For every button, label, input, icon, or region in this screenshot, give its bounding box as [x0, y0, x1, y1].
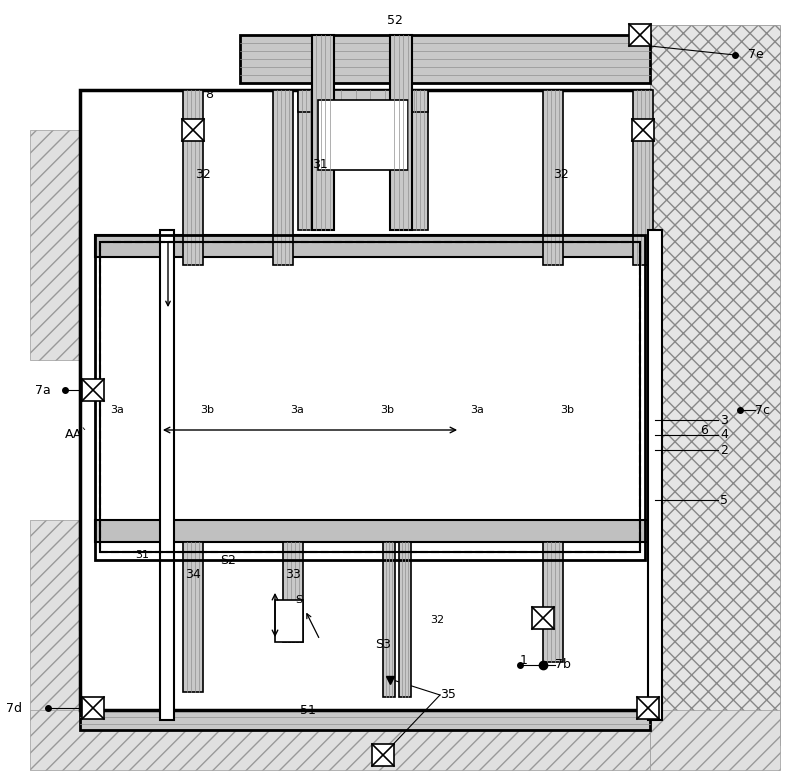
Bar — [312, 35, 334, 230]
Text: 3a: 3a — [470, 405, 484, 415]
Bar — [95, 520, 655, 542]
Bar — [30, 520, 90, 720]
Text: 2: 2 — [720, 443, 728, 456]
Text: 52: 52 — [387, 13, 403, 26]
Bar — [298, 90, 318, 230]
Bar — [399, 542, 411, 697]
Text: 8: 8 — [205, 89, 213, 101]
Text: S3: S3 — [375, 638, 391, 652]
Bar — [543, 90, 563, 265]
Bar — [95, 235, 645, 560]
Text: 7d: 7d — [6, 702, 22, 715]
Bar — [650, 25, 780, 745]
Bar — [183, 90, 203, 265]
Text: 3a: 3a — [290, 405, 304, 415]
Bar — [633, 90, 653, 265]
Bar — [100, 242, 640, 552]
Bar — [160, 230, 174, 720]
Bar — [80, 90, 650, 710]
Text: 31: 31 — [312, 158, 328, 171]
Bar — [318, 100, 408, 170]
Text: 3: 3 — [720, 414, 728, 426]
Bar — [190, 235, 268, 520]
Text: AA`: AA` — [65, 428, 89, 442]
Bar — [100, 235, 178, 520]
Bar — [240, 35, 650, 83]
Text: 7c: 7c — [755, 404, 770, 417]
Bar — [283, 542, 303, 642]
Bar — [280, 235, 358, 520]
Text: 1: 1 — [520, 654, 528, 666]
Bar — [30, 710, 650, 770]
Text: 6: 6 — [700, 424, 708, 436]
Text: 32: 32 — [430, 615, 444, 625]
Bar — [532, 607, 554, 629]
Bar — [80, 692, 650, 730]
Bar — [408, 90, 428, 230]
Bar — [460, 235, 538, 520]
Text: 35: 35 — [440, 689, 456, 702]
Bar — [82, 697, 104, 719]
Text: 32: 32 — [553, 168, 569, 181]
Bar — [372, 744, 394, 766]
Bar — [383, 542, 395, 697]
Bar — [273, 90, 293, 265]
Bar — [370, 235, 448, 520]
Bar — [183, 542, 203, 692]
Text: S2: S2 — [220, 554, 236, 567]
Bar — [520, 630, 580, 695]
Bar — [100, 242, 640, 552]
Bar — [390, 35, 412, 230]
Bar — [550, 235, 628, 520]
Bar — [650, 710, 780, 770]
Bar — [629, 24, 651, 46]
Bar — [160, 630, 220, 695]
Text: 31: 31 — [135, 550, 149, 560]
Text: 7e: 7e — [748, 49, 764, 62]
Bar — [30, 130, 90, 360]
Bar — [182, 119, 204, 141]
Text: 51: 51 — [300, 703, 316, 716]
Text: 32: 32 — [195, 168, 210, 181]
Text: 3b: 3b — [380, 405, 394, 415]
Text: 7a: 7a — [35, 384, 50, 397]
Text: 4: 4 — [720, 428, 728, 442]
Bar — [80, 230, 650, 630]
Bar — [95, 235, 655, 257]
Bar — [632, 119, 654, 141]
Bar — [275, 600, 303, 642]
Text: 7b: 7b — [555, 659, 571, 672]
Text: 3b: 3b — [200, 405, 214, 415]
Text: 5: 5 — [720, 493, 728, 506]
Text: 3b: 3b — [560, 405, 574, 415]
Bar — [543, 542, 563, 662]
Text: 3a: 3a — [110, 405, 124, 415]
Bar — [648, 230, 662, 720]
Text: S: S — [295, 595, 302, 605]
Bar — [82, 379, 104, 401]
Text: 33: 33 — [285, 568, 301, 581]
Bar — [637, 697, 659, 719]
Text: 34: 34 — [185, 568, 201, 581]
Bar — [298, 90, 428, 112]
